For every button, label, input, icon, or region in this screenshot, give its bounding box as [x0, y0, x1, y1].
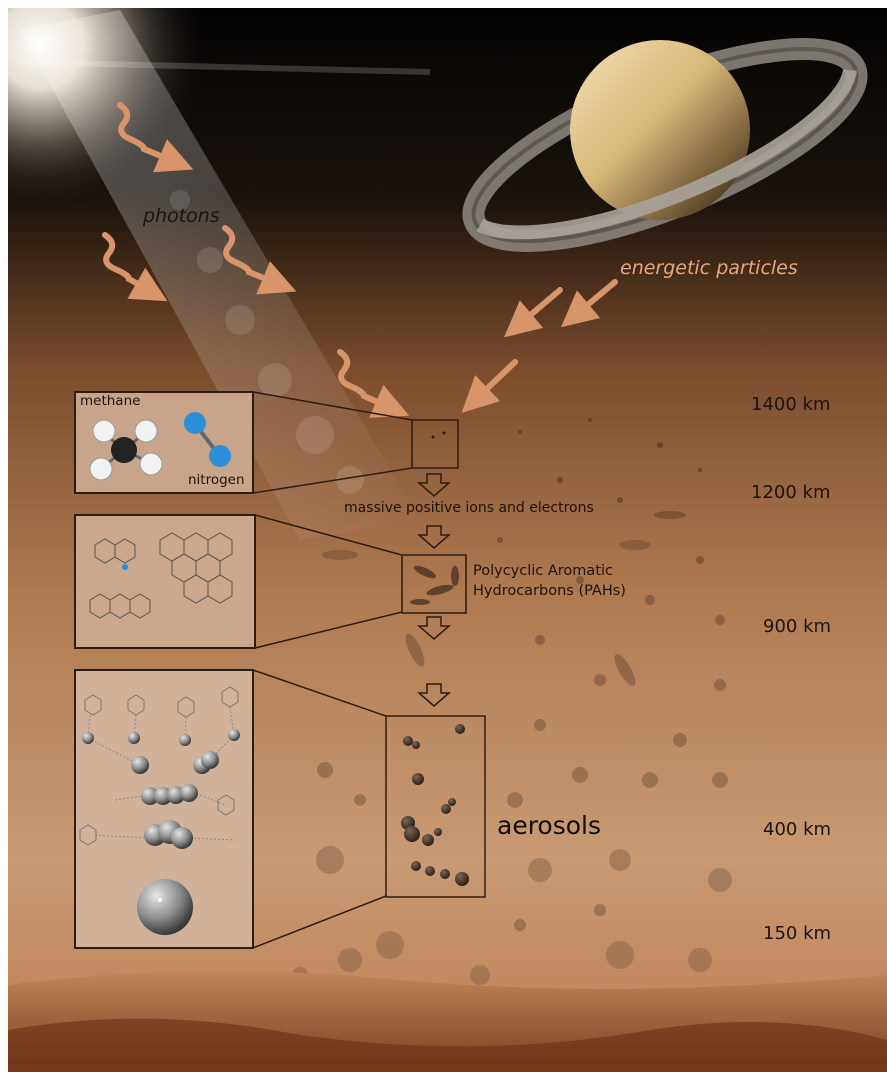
photon-arrows	[102, 102, 410, 418]
process-arrow-1	[416, 473, 452, 497]
aerosol-panel	[74, 669, 387, 949]
altitude-150: 150 km	[763, 923, 832, 944]
process-arrow-4	[416, 683, 452, 707]
particle-arrows	[461, 279, 618, 413]
methane-molecule-icon	[89, 419, 163, 481]
energetic-particles-label: energetic particles	[620, 257, 798, 279]
lens-flare	[170, 190, 364, 494]
nitrogen-label: nitrogen	[188, 472, 245, 488]
process-arrow-3	[416, 616, 452, 640]
surface-dunes	[8, 1018, 887, 1072]
altitude-1400: 1400 km	[751, 394, 831, 415]
sun-streak	[19, 59, 431, 75]
altitude-1200: 1200 km	[751, 482, 831, 503]
altitude-400: 400 km	[763, 819, 832, 840]
saturn-planet	[462, 38, 868, 252]
altitude-900: 900 km	[763, 616, 832, 637]
pah-label-line2: Hydrocarbons (PAHs)	[473, 583, 626, 599]
pah-panel	[74, 514, 403, 649]
zoom-box-1400	[411, 419, 459, 469]
nitrogen-molecule-icon	[184, 412, 231, 467]
methane-label: methane	[80, 393, 141, 409]
pah-label-line1: Polycyclic Aromatic	[473, 563, 614, 579]
photons-label: photons	[143, 205, 220, 227]
process-arrow-2	[416, 525, 452, 549]
ions-electrons-label: massive positive ions and electrons	[344, 500, 594, 516]
pah-zoom-box	[401, 554, 467, 614]
aerosol-zoom-box	[385, 715, 486, 898]
aerosols-label: aerosols	[497, 811, 602, 840]
